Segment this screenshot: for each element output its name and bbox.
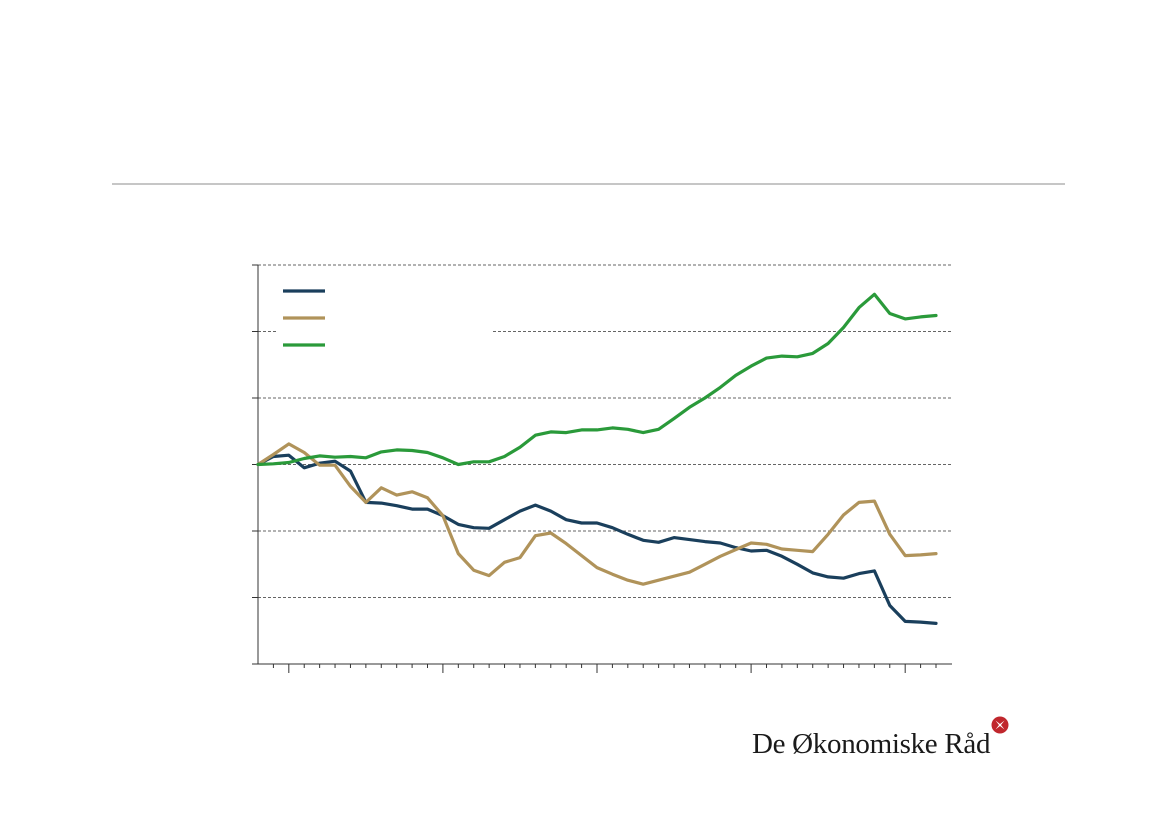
brand-logo: De Økonomiske Råd [752,716,1009,760]
rosette-icon [991,716,1009,734]
logo-text: De Økonomiske Råd [752,728,991,760]
title-divider [112,183,1065,185]
series-line-3 [256,292,938,467]
series-line-2 [256,442,938,586]
series-lines [256,292,938,625]
legend [283,289,325,347]
series-line-1 [256,453,938,625]
x-ticks [272,664,937,673]
